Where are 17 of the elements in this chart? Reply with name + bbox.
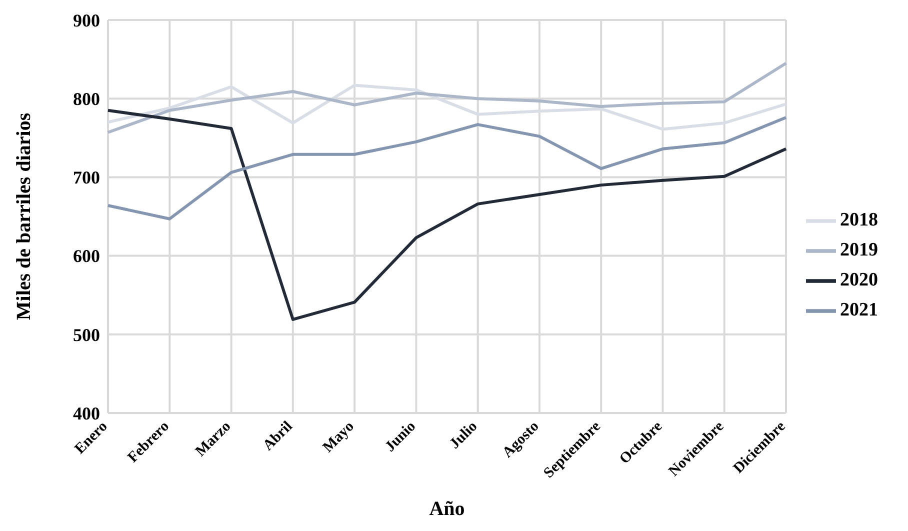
x-axis-title: Año [429, 498, 465, 520]
legend-label: 2021 [840, 298, 878, 320]
line-series [106, 116, 788, 220]
y-tick-label: 500 [73, 324, 100, 345]
y-tick-label: 700 [73, 168, 100, 188]
y-tick-label: 400 [73, 403, 100, 424]
line-series [106, 62, 788, 134]
line-series [106, 84, 788, 131]
y-tick-label: 800 [73, 88, 100, 109]
legend-label: 2018 [840, 208, 878, 230]
legend-label: 2019 [840, 238, 878, 260]
y-axis-title: Miles de barriles diarios [13, 112, 36, 320]
y-tick-label: 600 [73, 246, 100, 266]
y-tick-label: 900 [73, 10, 100, 30]
x-tick-label: Julio [446, 418, 481, 452]
line-series [106, 108, 788, 321]
legend-label: 2020 [840, 268, 878, 290]
